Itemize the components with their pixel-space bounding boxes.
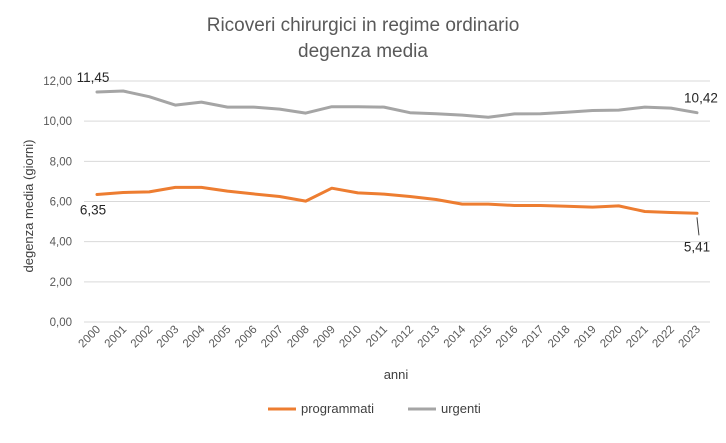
y-tick-label: 10,00: [43, 116, 72, 128]
y-tick-label: 0,00: [50, 317, 72, 329]
x-tick-label: 2017: [520, 324, 547, 351]
series-line-urgenti: [95, 89, 699, 119]
y-axis-title: degenza media (giorni): [21, 140, 36, 273]
x-tick-label: 2012: [390, 324, 417, 351]
x-tick-label: 2023: [676, 324, 703, 351]
y-tick-label: 4,00: [50, 237, 72, 249]
series-lines: [95, 89, 699, 215]
x-tick-label: 2008: [285, 324, 312, 351]
x-tick-label: 2016: [494, 324, 521, 351]
y-tick-label: 12,00: [43, 76, 72, 88]
series-line-programmati: [95, 185, 699, 215]
x-tick-label: 2015: [468, 324, 495, 351]
x-tick-label: 2018: [546, 324, 573, 351]
data-label-leader: [696, 217, 700, 236]
data-label: 5,41: [684, 239, 710, 254]
y-tick-label: 6,00: [50, 197, 72, 209]
y-tick-label: 2,00: [50, 277, 72, 289]
x-tick-label: 2021: [624, 324, 651, 351]
data-labels: 11,45 10,42 6,35 5,41: [77, 70, 718, 254]
x-tick-label: 2010: [337, 324, 364, 351]
x-tick-label: 2019: [572, 324, 599, 351]
x-tick-label: 2014: [442, 323, 469, 350]
x-tick-label: 2009: [311, 324, 338, 351]
x-tick-label: 2011: [364, 324, 390, 350]
x-tick-label: 2001: [103, 324, 130, 351]
legend: programmati urgenti: [268, 401, 481, 416]
x-tick-label: 2022: [650, 324, 677, 351]
x-axis-ticks: 2000 2001 2002 2003 2004 2005 2006 2007 2008 2009…: [77, 323, 703, 350]
data-label: 6,35: [80, 202, 106, 217]
x-tick-label: 2007: [259, 324, 286, 351]
y-axis-ticks: 0,00 2,00 4,00 6,00 8,00 10,00 12,00: [43, 76, 72, 329]
legend-label-urgenti: urgenti: [441, 401, 481, 416]
x-tick-label: 2003: [155, 324, 182, 351]
x-tick-label: 2013: [416, 324, 443, 351]
x-tick-label: 2002: [129, 324, 156, 351]
y-tick-label: 8,00: [50, 156, 72, 168]
x-tick-label: 2006: [233, 324, 260, 351]
x-tick-label: 2004: [181, 323, 208, 350]
data-label: 11,45: [77, 70, 110, 85]
x-tick-label: 2005: [207, 324, 234, 351]
data-label: 10,42: [684, 91, 718, 106]
chart-title-line1: Ricoveri chirurgici in regime ordinario: [207, 15, 520, 36]
gridlines: [84, 80, 710, 323]
x-axis-title: anni: [384, 367, 409, 382]
legend-label-programmati: programmati: [301, 401, 374, 416]
x-tick-label: 2020: [598, 324, 625, 351]
chart-title-line2: degenza media: [298, 41, 428, 62]
x-tick-label: 2000: [77, 324, 104, 351]
